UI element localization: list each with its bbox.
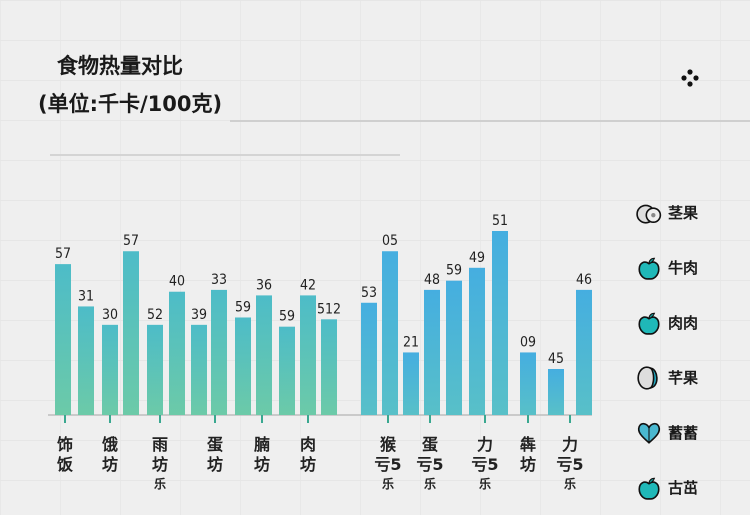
data-label: 512 — [317, 301, 341, 317]
chart-subtitle: (单位:千卡/100克) — [38, 92, 223, 116]
x-tick-label: 亏5 — [471, 455, 498, 474]
x-tick-label: 乐 — [424, 476, 436, 491]
divider — [50, 154, 400, 156]
bar — [361, 302, 377, 415]
apple-icon — [638, 257, 660, 280]
kiwi-half-icon — [637, 365, 658, 390]
x-tick-label: 犇 — [520, 435, 536, 454]
x-tick-label: 蛋 — [422, 435, 438, 454]
x-tick-label: 坊 — [300, 455, 316, 474]
divider — [230, 120, 750, 122]
legend-label: 古茁 — [668, 479, 699, 497]
legend: 茎果牛肉肉肉芊果蓄蓄古茁 — [636, 185, 698, 515]
x-tick-label: 坊 — [102, 455, 118, 474]
bar — [548, 369, 564, 415]
bar — [321, 319, 337, 415]
bar — [424, 289, 440, 415]
data-label: 49 — [469, 250, 485, 266]
data-label: 09 — [520, 334, 536, 350]
data-label: 51 — [492, 213, 508, 229]
x-tick-label: 饭 — [56, 455, 73, 474]
bar — [300, 295, 316, 415]
legend-label: 肉肉 — [668, 314, 699, 332]
bar — [147, 324, 163, 415]
x-tick-label: 猴 — [380, 435, 397, 454]
bar — [235, 317, 251, 415]
bar — [520, 352, 536, 415]
bar — [576, 289, 592, 415]
bar — [256, 295, 272, 415]
bar — [102, 324, 118, 415]
bar — [55, 264, 71, 415]
x-tick-label: 饿 — [101, 435, 118, 454]
data-label: 59 — [446, 263, 462, 279]
data-label: 59 — [235, 299, 251, 315]
x-tick-label: 乐 — [479, 476, 491, 491]
x-tick-label: 亏5 — [416, 455, 443, 474]
bar — [211, 289, 227, 415]
data-label: 53 — [361, 285, 377, 301]
bar — [382, 251, 398, 415]
x-tick-label: 力 — [562, 435, 578, 454]
legend-label: 牛肉 — [668, 259, 699, 277]
x-tick-label: 乐 — [382, 476, 394, 491]
data-label: 40 — [169, 274, 185, 290]
x-tick-label: 饰 — [57, 435, 73, 454]
data-label: 45 — [548, 351, 564, 367]
x-tick-label: 雨 — [152, 435, 168, 454]
data-label: 59 — [279, 309, 295, 325]
x-tick-label: 蛋 — [207, 435, 223, 454]
legend-item: 芊果 — [636, 350, 698, 405]
bar — [279, 326, 295, 415]
x-tick-label: 坊 — [520, 455, 536, 474]
bar — [446, 280, 462, 415]
legend-item: 古茁 — [636, 460, 698, 515]
apple-icon — [638, 477, 660, 500]
x-tick-label: 乐 — [154, 476, 166, 491]
bar — [123, 251, 139, 415]
apple-icon — [638, 312, 660, 335]
heart-leaf-icon — [637, 422, 661, 444]
data-label: 52 — [147, 307, 163, 323]
legend-item: 肉肉 — [636, 295, 698, 350]
x-tick-label: 亏5 — [556, 455, 583, 474]
data-label: 36 — [256, 277, 272, 293]
data-label: 57 — [55, 246, 71, 262]
data-label: 31 — [78, 288, 94, 304]
bar — [78, 306, 94, 415]
data-label: 30 — [102, 307, 118, 323]
menu-dots-icon[interactable] — [680, 68, 700, 88]
data-label: 05 — [382, 233, 398, 249]
bar — [191, 324, 207, 415]
x-tick-label: 腩 — [254, 435, 270, 454]
legend-item: 茎果 — [636, 185, 698, 240]
data-label: 33 — [211, 272, 227, 288]
x-tick-label: 力 — [477, 435, 493, 454]
legend-item: 牛肉 — [636, 240, 698, 295]
x-tick-label: 亏5 — [374, 455, 401, 474]
legend-label: 茎果 — [668, 204, 699, 222]
data-label: 48 — [424, 272, 440, 288]
x-tick-label: 坊 — [254, 455, 270, 474]
legend-item: 蓄蓄 — [636, 405, 698, 460]
bar — [403, 352, 419, 415]
x-tick-label: 乐 — [564, 476, 576, 491]
bar — [169, 291, 185, 415]
x-tick-label: 坊 — [152, 455, 168, 474]
legend-label: 芊果 — [668, 369, 699, 387]
data-label: 42 — [300, 277, 316, 293]
x-tick-label: 肉 — [300, 435, 316, 454]
legend-label: 蓄蓄 — [668, 424, 699, 442]
data-label: 46 — [576, 272, 592, 288]
data-label: 39 — [191, 307, 207, 323]
data-label: 21 — [403, 334, 419, 350]
data-label: 57 — [123, 233, 139, 249]
bar — [492, 231, 508, 415]
kiwi-icon — [636, 204, 662, 224]
x-tick-label: 坊 — [207, 455, 223, 474]
bar — [469, 267, 485, 415]
chart-title: 食物热量对比 — [57, 54, 183, 78]
